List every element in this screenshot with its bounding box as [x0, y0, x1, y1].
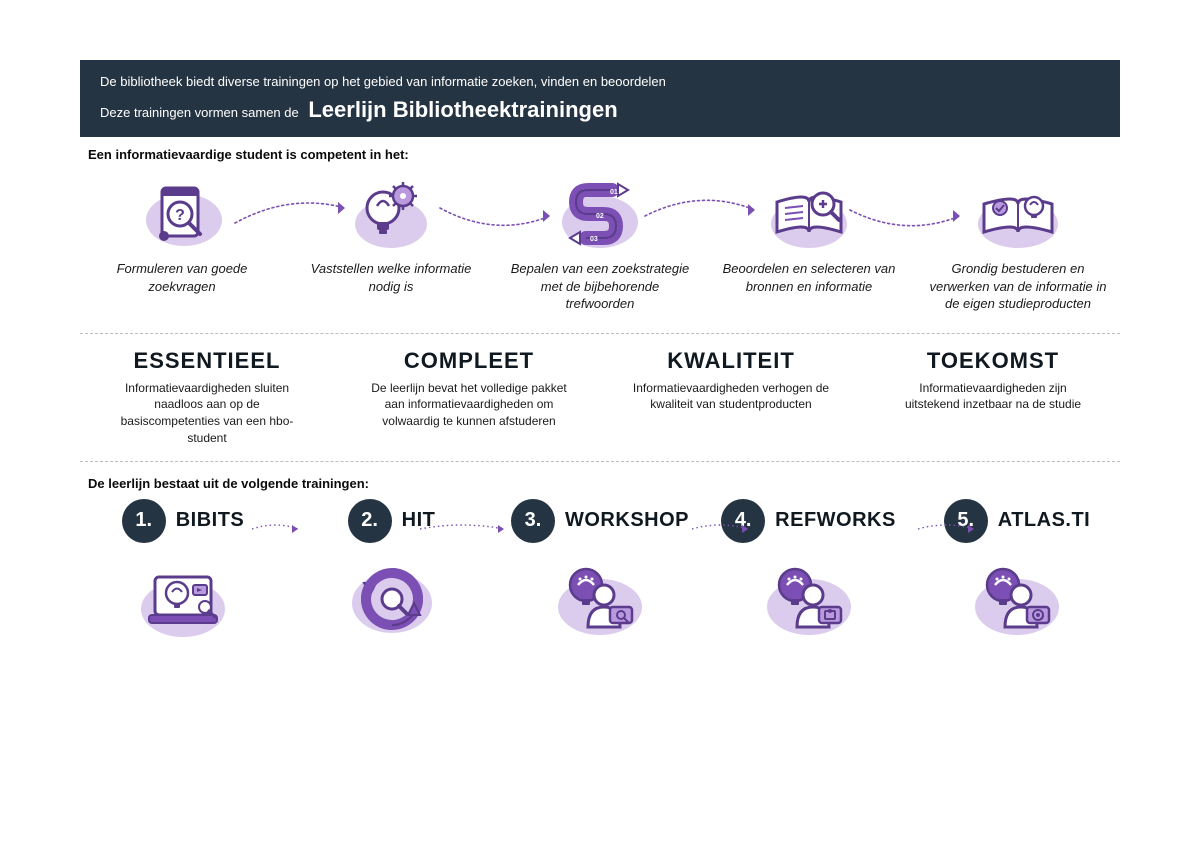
pillar-4-desc: Informatievaardigheden zijn uitstekend i…: [893, 380, 1093, 414]
pillar-3-desc: Informatievaardigheden verhogen de kwali…: [631, 380, 831, 414]
header-band: De bibliotheek biedt diverse trainingen …: [80, 60, 1120, 137]
lightbulb-gear-icon: [341, 174, 441, 254]
training-3: 3. WORKSHOP: [505, 499, 695, 643]
pillar-3: KWALITEIT Informatievaardigheden verhoge…: [616, 348, 846, 447]
training-4-header: 4. REFWORKS: [721, 499, 896, 543]
competencies-row: ? Formuleren van goede zoekvragen: [80, 168, 1120, 325]
training-2: 2. HIT: [297, 499, 487, 643]
book-bulb-check-icon: [968, 174, 1068, 254]
competency-4-label: Beoordelen en selecteren van bronnen en …: [719, 260, 899, 295]
competencies-heading: Een informatievaardige student is compet…: [80, 137, 1120, 168]
training-3-title: WORKSHOP: [565, 509, 689, 532]
page-root: De bibliotheek biedt diverse trainingen …: [80, 60, 1120, 643]
training-5-header: 5. ATLAS.TI: [944, 499, 1091, 543]
training-1: 1. BIBITS: [88, 499, 278, 643]
training-1-badge: 1.: [122, 499, 166, 543]
person-bulb-doc-icon: [759, 553, 859, 643]
training-3-badge: 3.: [511, 499, 555, 543]
competency-5: Grondig bestuderen en verwerken van de i…: [924, 174, 1112, 313]
pillar-1: ESSENTIEEL Informatievaardigheden sluite…: [92, 348, 322, 447]
training-5-title: ATLAS.TI: [998, 509, 1091, 532]
pillar-4-title: TOEKOMST: [878, 348, 1108, 374]
header-line1: De bibliotheek biedt diverse trainingen …: [100, 74, 1100, 89]
header-line2-emph: Leerlijn Bibliotheektrainingen: [308, 97, 617, 122]
magnify-question-icon: ?: [132, 174, 232, 254]
pillar-2: COMPLEET De leerlijn bevat het volledige…: [354, 348, 584, 447]
pillar-3-title: KWALITEIT: [616, 348, 846, 374]
training-3-header: 3. WORKSHOP: [511, 499, 689, 543]
divider-1: [80, 333, 1120, 334]
training-4-badge: 4.: [721, 499, 765, 543]
training-1-header: 1. BIBITS: [122, 499, 245, 543]
competency-2: Vaststellen welke informatie nodig is: [297, 174, 485, 313]
trainings-row: 1. BIBITS 2.: [80, 499, 1120, 643]
divider-2: [80, 461, 1120, 462]
header-line2-prefix: Deze trainingen vormen samen de: [100, 105, 299, 120]
competency-4: Beoordelen en selecteren van bronnen en …: [715, 174, 903, 313]
competency-3-label: Bepalen van een zoekstrategie met de bij…: [510, 260, 690, 313]
competency-5-label: Grondig bestuderen en verwerken van de i…: [928, 260, 1108, 313]
person-bulb-magnify-icon: [550, 553, 650, 643]
trainings-heading: De leerlijn bestaat uit de volgende trai…: [80, 470, 1120, 499]
path-steps-icon: 01 02 03: [550, 174, 650, 254]
training-4-title: REFWORKS: [775, 509, 896, 532]
book-magnify-icon: [759, 174, 859, 254]
svg-text:?: ?: [175, 207, 185, 224]
competency-1-label: Formuleren van goede zoekvragen: [92, 260, 272, 295]
training-1-title: BIBITS: [176, 509, 245, 532]
header-line2: Deze trainingen vormen samen de Leerlijn…: [100, 97, 1100, 123]
laptop-bulb-icon: [133, 553, 233, 643]
pillar-4: TOEKOMST Informatievaardigheden zijn uit…: [878, 348, 1108, 447]
competency-1: ? Formuleren van goede zoekvragen: [88, 174, 276, 313]
pillar-1-title: ESSENTIEEL: [92, 348, 322, 374]
svg-text:02: 02: [596, 213, 604, 220]
training-4: 4. REFWORKS: [714, 499, 904, 643]
person-bulb-at-icon: [967, 553, 1067, 643]
pillar-2-title: COMPLEET: [354, 348, 584, 374]
training-2-badge: 2.: [348, 499, 392, 543]
svg-text:01: 01: [610, 189, 618, 196]
training-2-header: 2. HIT: [348, 499, 436, 543]
svg-text:03: 03: [590, 236, 598, 243]
pillar-2-desc: De leerlijn bevat het volledige pakket a…: [369, 380, 569, 430]
competency-2-label: Vaststellen welke informatie nodig is: [301, 260, 481, 295]
competency-3: 01 02 03 Bepalen van een zoekstrategie m…: [506, 174, 694, 313]
cycle-magnify-icon: [342, 553, 442, 643]
pillars-row: ESSENTIEEL Informatievaardigheden sluite…: [80, 342, 1120, 453]
training-5-badge: 5.: [944, 499, 988, 543]
pillar-1-desc: Informatievaardigheden sluiten naadloos …: [107, 380, 307, 447]
training-5: 5. ATLAS.TI: [922, 499, 1112, 643]
training-2-title: HIT: [402, 509, 436, 532]
